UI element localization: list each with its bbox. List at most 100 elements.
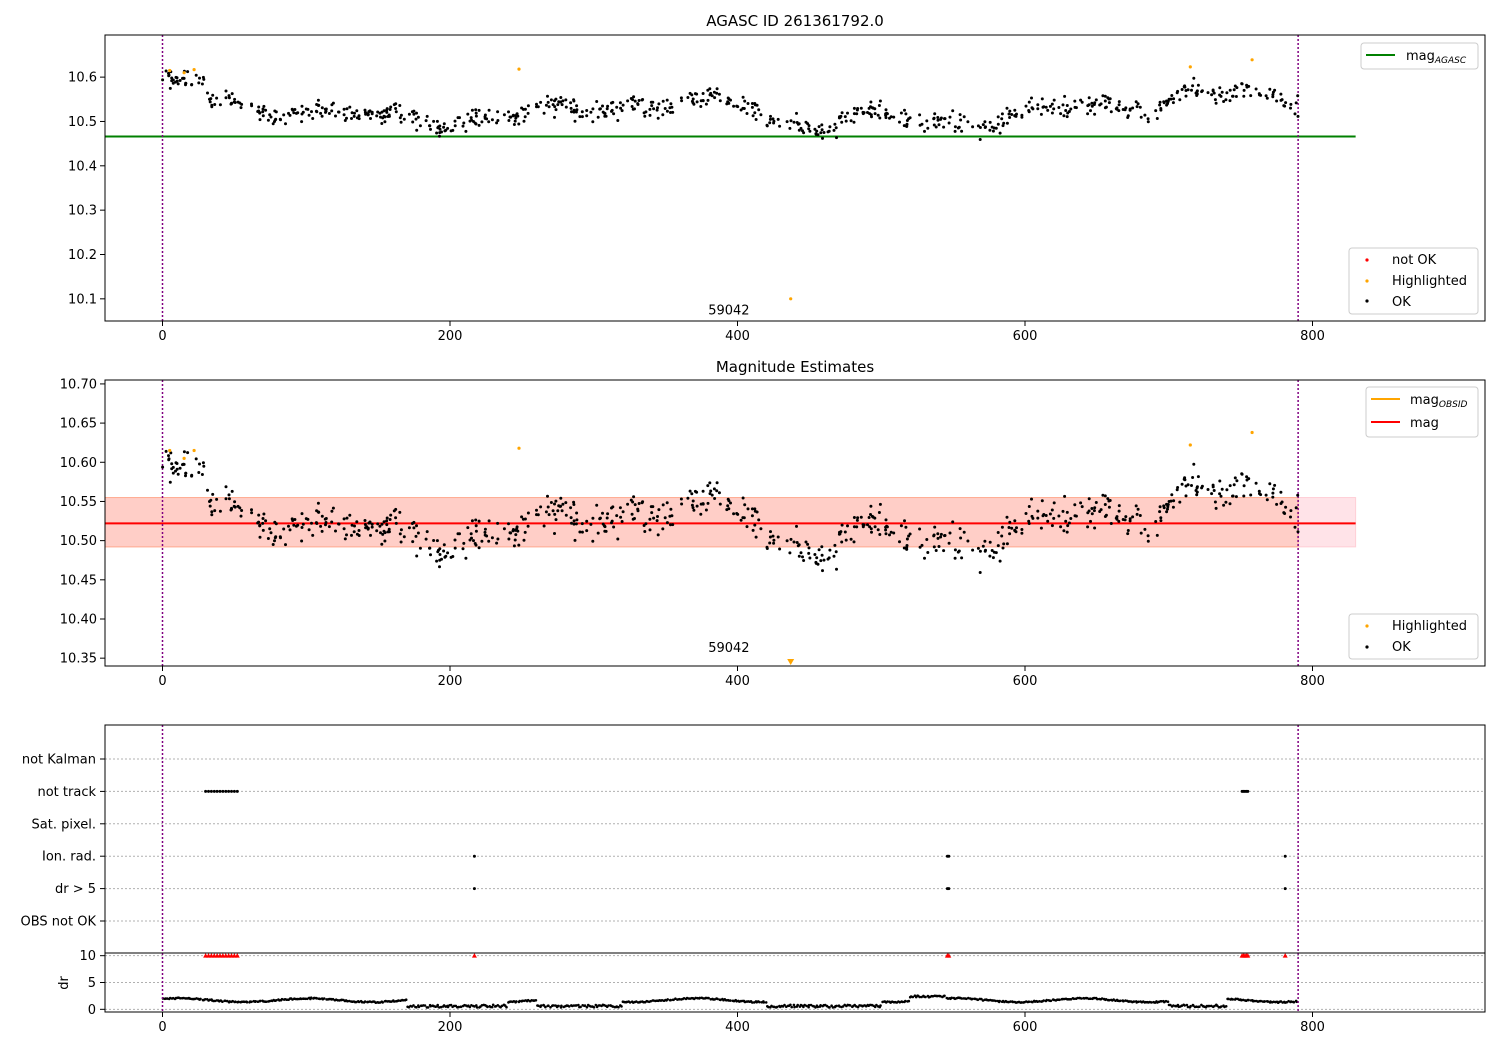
ok-point xyxy=(1283,104,1287,108)
ok-point xyxy=(367,521,371,525)
dr-point xyxy=(417,1005,421,1009)
ok-point xyxy=(595,503,599,507)
ok-point xyxy=(873,112,877,116)
ok-point xyxy=(807,551,811,555)
ok-point xyxy=(320,529,324,533)
ok-point xyxy=(1158,100,1162,104)
ok-point xyxy=(1030,96,1033,100)
ok-point xyxy=(1050,508,1054,512)
ok-point xyxy=(1219,494,1223,498)
flag-label: dr > 5 xyxy=(55,882,96,897)
legend-box xyxy=(1348,247,1479,315)
dr-point xyxy=(935,994,939,998)
ok-point xyxy=(394,521,398,525)
ok-point xyxy=(1155,117,1159,120)
ok-point xyxy=(643,114,647,118)
dr-point xyxy=(856,1005,860,1009)
legend-label: magAGASC xyxy=(1406,49,1467,66)
ok-point xyxy=(282,527,286,531)
ok-point xyxy=(644,522,648,526)
dr-point xyxy=(1096,997,1099,1001)
panel1-ytick-label: 10.4 xyxy=(68,159,97,174)
ok-point xyxy=(1259,93,1263,97)
highlighted-point xyxy=(1250,430,1254,435)
ok-point xyxy=(867,516,871,519)
ok-point xyxy=(1117,519,1121,523)
ok-point xyxy=(1195,485,1199,489)
ok-point xyxy=(1073,514,1077,518)
ok-point xyxy=(1092,103,1096,106)
ok-point xyxy=(239,514,243,518)
dr-point xyxy=(783,1003,786,1007)
highlighted-point xyxy=(517,446,521,450)
ok-point xyxy=(171,471,175,475)
ok-point xyxy=(868,525,872,529)
ok-point xyxy=(572,99,576,103)
dr-point xyxy=(793,1005,796,1009)
ok-point xyxy=(1059,525,1063,529)
dr-point xyxy=(381,1001,385,1004)
ok-point xyxy=(307,528,311,532)
ok-point xyxy=(1062,529,1066,533)
ok-point xyxy=(589,110,593,114)
ok-point xyxy=(468,119,472,123)
ok-point xyxy=(936,118,940,122)
ok-point xyxy=(899,524,903,528)
ok-point xyxy=(1042,513,1046,516)
ok-point xyxy=(398,104,402,107)
ok-point xyxy=(474,543,478,547)
ok-point xyxy=(1020,531,1024,535)
ok-point xyxy=(1126,116,1130,119)
ok-point xyxy=(261,521,265,525)
ok-point xyxy=(438,553,442,556)
ok-point xyxy=(1106,497,1110,501)
ok-point xyxy=(932,545,936,549)
panel2-ytick-label: 10.60 xyxy=(60,456,97,471)
ok-point xyxy=(878,533,882,536)
ok-point xyxy=(656,515,659,518)
ok-point xyxy=(605,107,609,111)
ok-point xyxy=(956,550,960,554)
ok-point xyxy=(210,105,214,109)
dr-point xyxy=(537,1004,540,1008)
ok-point xyxy=(797,543,801,547)
dr-point xyxy=(539,1004,543,1007)
ok-point xyxy=(817,125,821,129)
ok-point xyxy=(610,506,613,510)
ok-point xyxy=(569,506,573,510)
ok-point xyxy=(572,522,576,526)
dr-point xyxy=(617,1005,620,1009)
ok-point xyxy=(1159,519,1163,523)
ok-point xyxy=(526,511,530,515)
ok-point xyxy=(239,106,243,110)
dr-point xyxy=(807,1005,810,1009)
panel-agasc: AGASC ID 261361792.0 0 200 400 600 800 10.1 10… xyxy=(68,12,1486,344)
ok-point xyxy=(996,531,1000,534)
ok-point xyxy=(495,541,499,545)
ok-point xyxy=(1109,110,1113,114)
ok-point xyxy=(701,99,705,102)
ok-point xyxy=(615,105,619,109)
ok-point xyxy=(449,129,453,133)
ok-point xyxy=(1273,483,1277,487)
ok-point xyxy=(1039,526,1043,530)
flag-point xyxy=(224,789,228,793)
ok-point xyxy=(776,535,780,539)
ok-point xyxy=(942,125,946,129)
flag-point xyxy=(207,789,210,793)
ok-point xyxy=(558,100,562,104)
ok-point xyxy=(402,117,406,121)
ok-point xyxy=(307,113,311,117)
dr-point xyxy=(594,1003,598,1007)
flag-point xyxy=(204,789,208,793)
ok-point xyxy=(1165,510,1169,514)
ok-point xyxy=(418,546,422,550)
ok-point xyxy=(669,523,672,527)
legend-box xyxy=(1348,613,1479,660)
dr-point xyxy=(515,1000,518,1003)
ok-point xyxy=(262,104,266,108)
ok-point xyxy=(1183,476,1187,480)
ok-point xyxy=(398,116,402,120)
dr-point xyxy=(199,997,202,1001)
ok-point xyxy=(840,523,844,527)
